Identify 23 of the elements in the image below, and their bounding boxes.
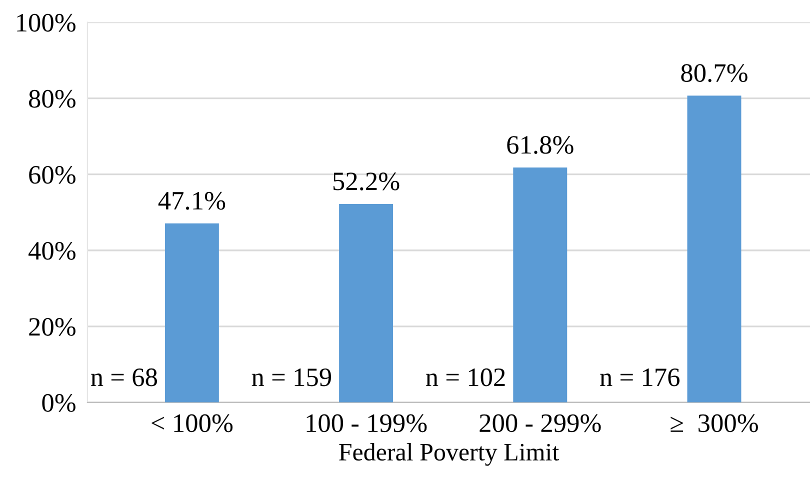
- bar: [513, 167, 568, 402]
- x-tick-label: 100 - 199%: [306, 414, 427, 432]
- x-tick-label: < 100%: [152, 414, 233, 432]
- data-label: 80.7%: [681, 64, 748, 82]
- y-tick-label: 80%: [29, 90, 76, 108]
- annotation: n = 68: [90, 368, 157, 386]
- bar: [687, 96, 742, 402]
- data-label: 47.1%: [158, 192, 226, 210]
- bar: [339, 204, 394, 402]
- x-axis-title: Federal Poverty Limit: [339, 443, 559, 466]
- data-label: 52.2%: [333, 172, 400, 190]
- y-tick-label: 0%: [42, 394, 76, 412]
- annotation: n = 176: [600, 368, 680, 386]
- x-tick-label: 200 - 299%: [480, 414, 601, 432]
- y-tick-label: 100%: [17, 14, 76, 32]
- y-tick-label: 40%: [28, 242, 76, 260]
- data-label: 61.8%: [507, 136, 574, 154]
- y-tick-label: 60%: [29, 166, 76, 184]
- bar: [164, 223, 219, 402]
- x-tick-label: ≥ 300%: [670, 414, 758, 432]
- annotation: n = 102: [426, 368, 505, 386]
- y-tick-label: 20%: [29, 318, 76, 336]
- annotation: n = 159: [252, 368, 332, 386]
